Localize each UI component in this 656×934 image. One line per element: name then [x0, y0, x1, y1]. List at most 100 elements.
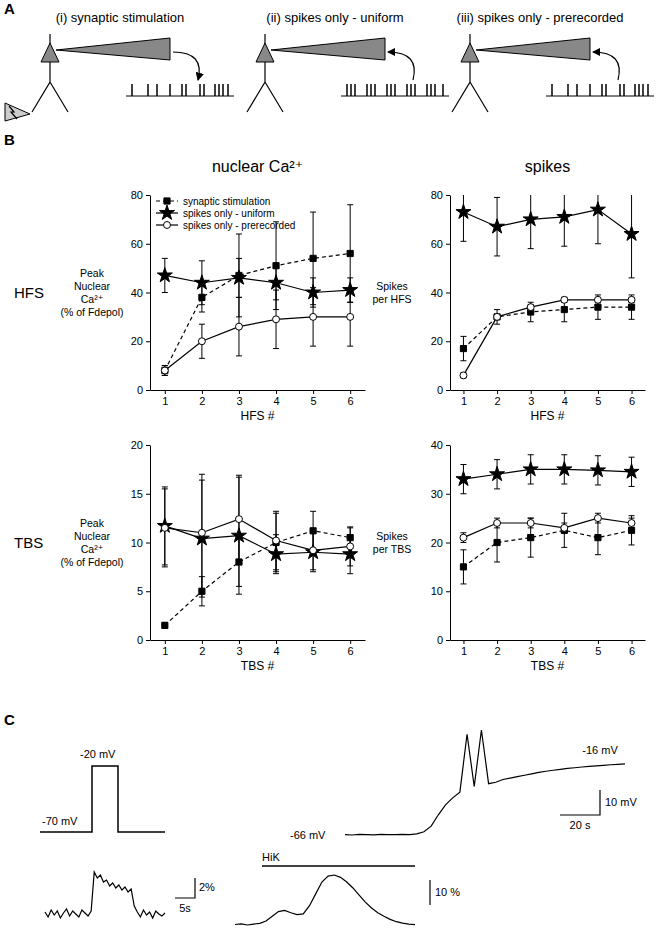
marker — [595, 304, 601, 310]
tick-label: 2 — [495, 645, 501, 657]
spike-tick — [181, 84, 183, 96]
error-bar — [494, 310, 500, 325]
tick-mark — [446, 195, 450, 196]
tick-label: 4 — [562, 645, 568, 657]
marker — [157, 268, 172, 282]
tick-label: 6 — [629, 395, 635, 407]
axis: 123456 — [451, 390, 646, 407]
plot-area — [456, 195, 639, 379]
series-line — [463, 307, 631, 348]
error-bar — [595, 521, 601, 555]
trace-line — [45, 872, 165, 918]
series-line — [463, 300, 631, 376]
marker — [161, 367, 168, 374]
error-bar — [199, 474, 205, 591]
spike-tick — [218, 84, 220, 96]
tick-label: 40 — [131, 287, 143, 299]
marker — [162, 622, 168, 628]
spike-tick — [430, 84, 432, 96]
spike-tick — [414, 84, 416, 96]
tick-label: 0 — [437, 384, 443, 396]
tick-mark — [239, 390, 240, 394]
tick-mark — [165, 390, 166, 394]
tick-label: 6 — [348, 645, 354, 657]
marker — [594, 515, 601, 522]
stimulation-electrode — [5, 103, 30, 121]
error-bar — [629, 516, 635, 545]
spike-tick — [551, 84, 553, 96]
tick-mark — [146, 390, 150, 391]
recording-pipette — [476, 38, 590, 60]
y-axis-title: (% of Fdepol) — [60, 556, 123, 568]
error-bar — [561, 513, 567, 547]
marker — [194, 275, 209, 289]
marker — [624, 226, 639, 240]
tick: 60 — [431, 238, 450, 250]
series-line — [165, 254, 350, 371]
tick-mark — [146, 543, 150, 544]
arrow — [593, 52, 619, 80]
plot-area — [157, 474, 357, 628]
error-bar — [347, 288, 353, 347]
train-baseline — [546, 96, 654, 97]
plot-area — [456, 455, 639, 584]
error-bar — [162, 366, 168, 376]
marker — [269, 275, 284, 289]
tick: 40 — [431, 439, 450, 451]
spike-tick — [354, 84, 356, 96]
axis-line — [150, 196, 151, 391]
spike-tick — [366, 84, 368, 96]
panel-label: A — [4, 0, 15, 17]
tick-mark — [531, 390, 532, 394]
marker — [494, 520, 501, 527]
legend-marker — [164, 198, 170, 204]
plot-area — [157, 205, 357, 376]
error-bar — [162, 622, 168, 628]
tick-label: 5 — [137, 585, 143, 597]
condition-label: (ii) spikes only - uniform — [266, 10, 403, 25]
tick-label: 5 — [595, 645, 601, 657]
tick-mark — [446, 293, 450, 294]
tick-label: 80 — [131, 189, 143, 201]
error-bar — [273, 511, 279, 570]
error-bar — [595, 295, 601, 319]
chart: 123456020406080HFS #Spikesper HFS — [372, 176, 645, 424]
tick-mark — [446, 390, 450, 391]
spike-tick — [647, 84, 649, 96]
condition-label: (i) synaptic stimulation — [56, 10, 185, 25]
spike-tick — [589, 84, 591, 96]
legend-label: synaptic stimulation — [183, 196, 270, 207]
arrow — [388, 52, 414, 80]
tick-label: 10 — [431, 585, 443, 597]
tick-mark — [531, 640, 532, 644]
marker — [273, 537, 280, 544]
schematic: (ii) spikes only - uniform — [247, 10, 449, 112]
marker — [310, 255, 316, 261]
tick: 60 — [131, 238, 150, 250]
axis-line — [151, 390, 366, 391]
spike-tick — [434, 84, 436, 96]
series-line — [463, 210, 631, 234]
tick: 20 — [431, 335, 450, 347]
x-axis-title: TBS # — [241, 659, 275, 673]
axis: 010203040 — [431, 439, 451, 646]
tick: 15 — [131, 488, 150, 500]
tick-mark — [146, 591, 150, 592]
spike-tick — [390, 84, 392, 96]
scale-label: 5s — [179, 902, 191, 914]
marker — [561, 296, 568, 303]
marker — [310, 313, 317, 320]
axis: 020406080 — [131, 189, 151, 396]
spike-tick — [199, 84, 201, 96]
error-bar — [494, 523, 500, 562]
tick-label: 6 — [348, 395, 354, 407]
tick-mark — [446, 640, 450, 641]
figure-svg: ABC(i) synaptic stimulation(ii) spikes o… — [0, 0, 656, 934]
tick-label: 4 — [273, 395, 279, 407]
marker — [347, 250, 353, 256]
tick: 6 — [348, 640, 354, 657]
tick-label: 20 — [131, 439, 143, 451]
dendrites — [32, 34, 68, 112]
marker — [561, 524, 568, 531]
error-bar — [460, 336, 466, 360]
